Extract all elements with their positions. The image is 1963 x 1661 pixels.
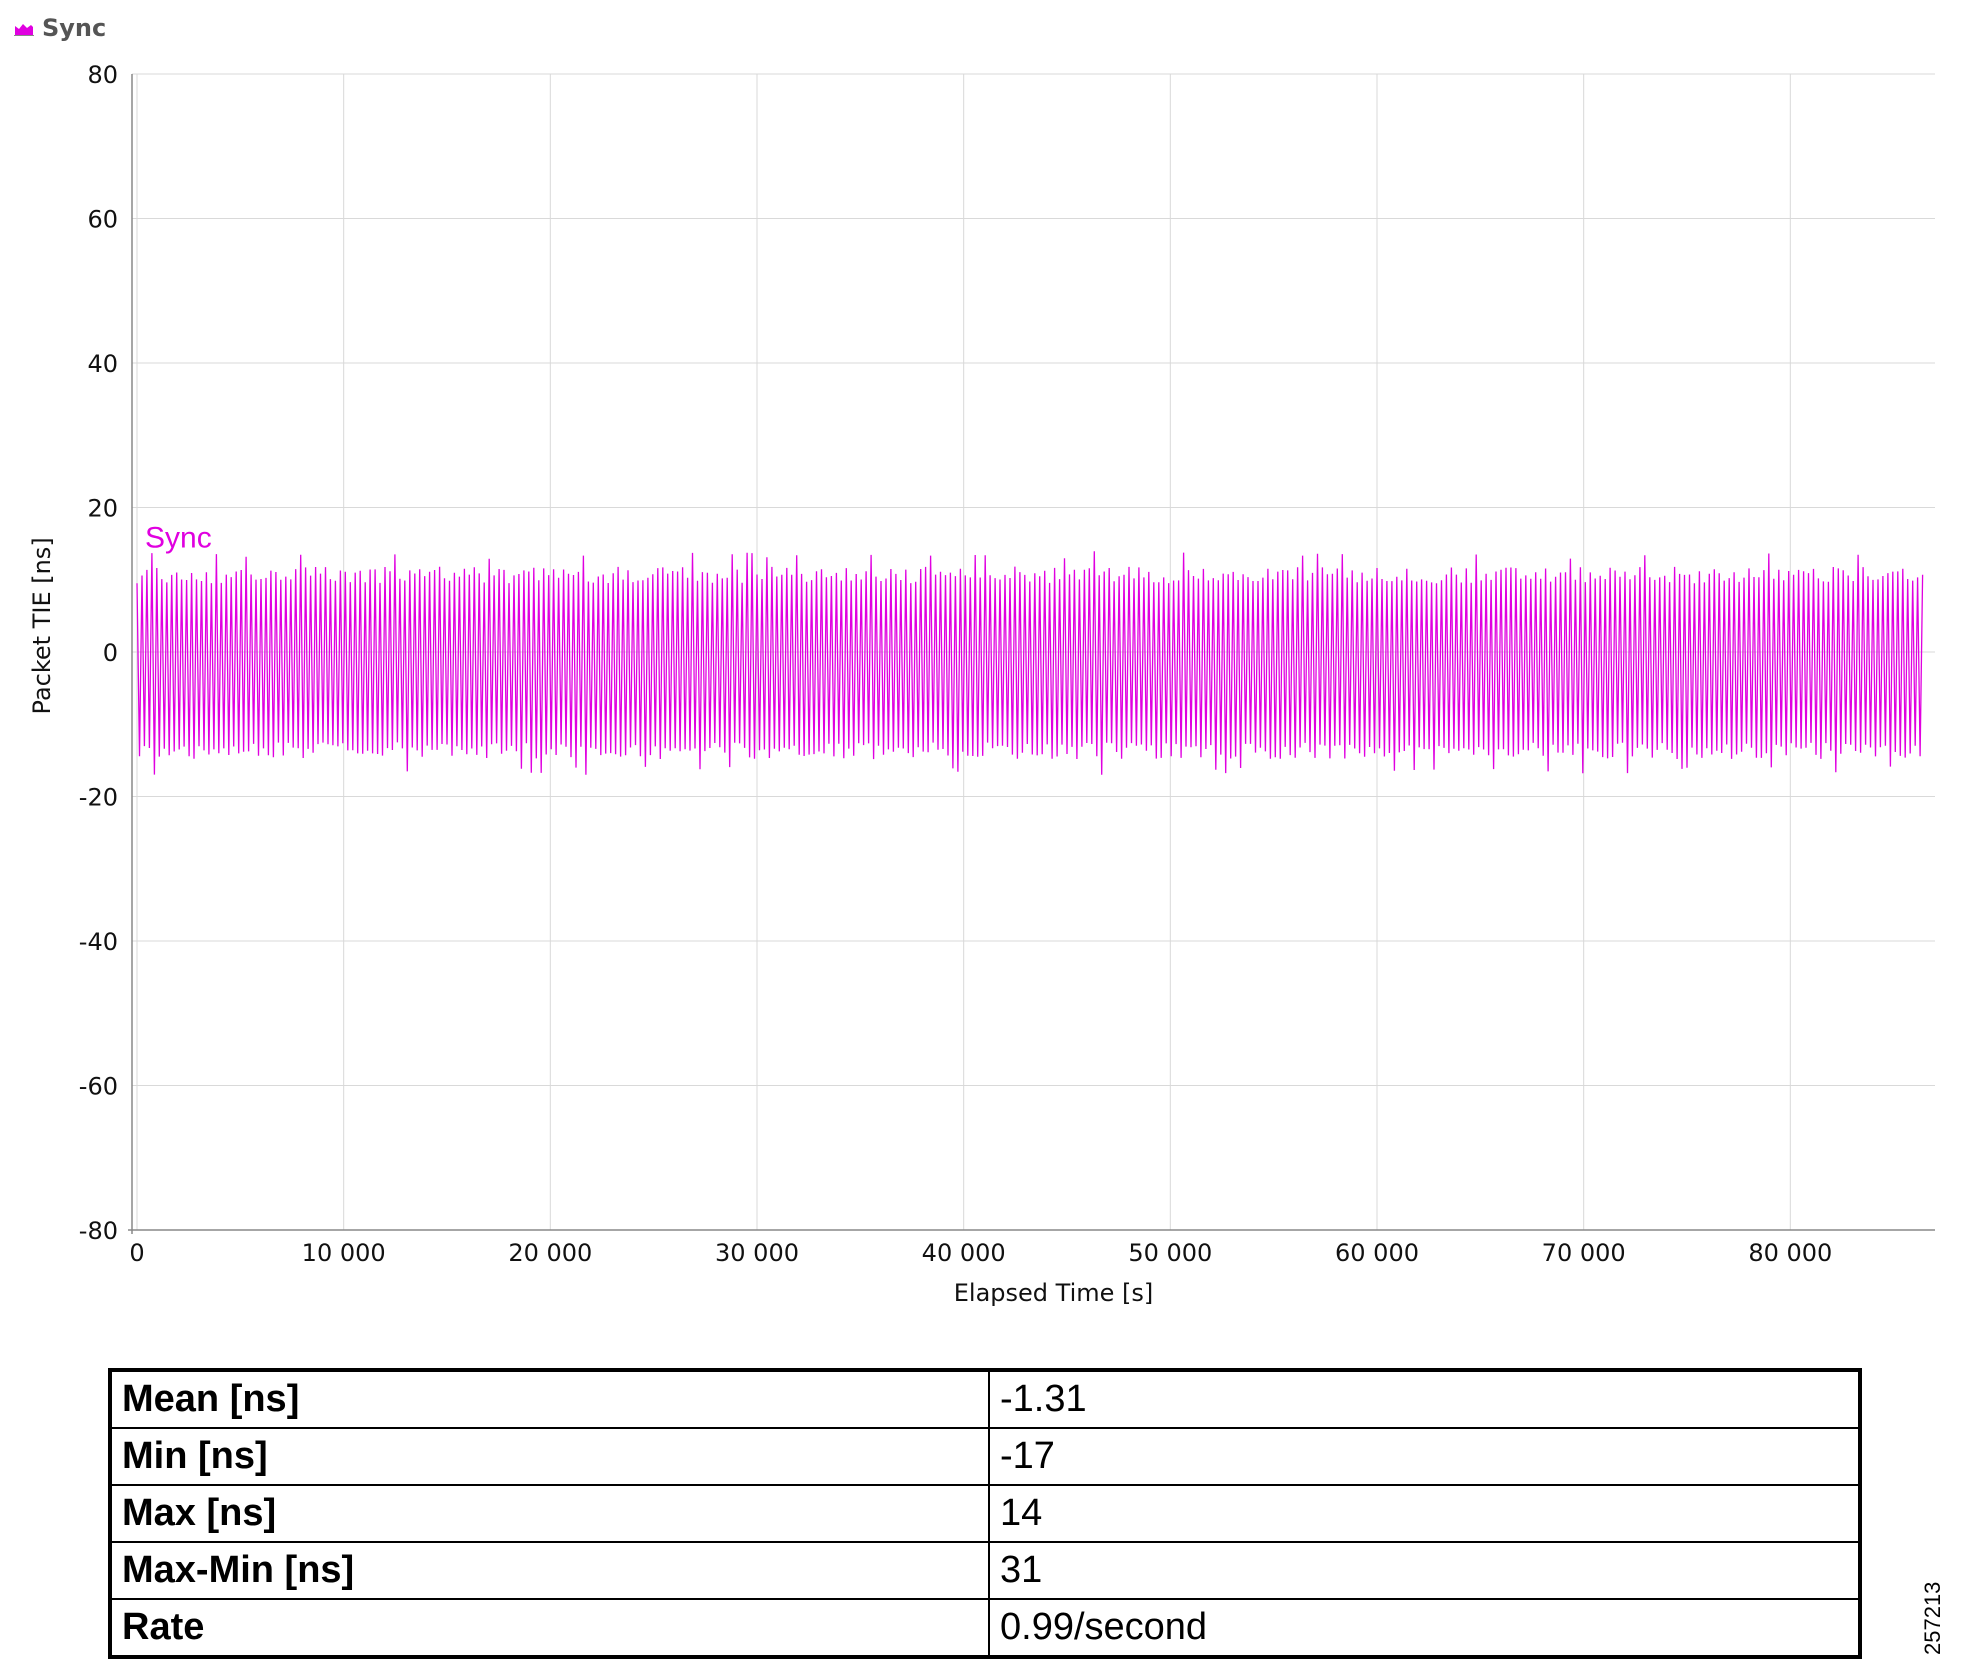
stat-label: Rate	[109, 1598, 990, 1658]
stat-label: Max-Min [ns]	[109, 1541, 990, 1600]
y-tick-label: -20	[79, 784, 118, 812]
x-tick-label: 20 000	[508, 1239, 592, 1267]
series-sync: Sync	[136, 522, 1924, 775]
x-tick-label: 50 000	[1128, 1239, 1212, 1267]
stat-value: -17	[988, 1427, 1861, 1486]
y-tick-label: -80	[79, 1217, 118, 1245]
area-chart-icon	[14, 24, 34, 36]
x-tick-label: 80 000	[1748, 1239, 1832, 1267]
stats-table: Mean [ns] -1.31 Min [ns] -17 Max [ns] 14 Max-M…	[108, 1368, 1862, 1659]
x-tick-label: 70 000	[1542, 1239, 1626, 1267]
series-line	[136, 551, 1924, 775]
chart-legend[interactable]: Sync	[14, 14, 106, 42]
stat-value: 0.99/second	[988, 1598, 1861, 1658]
x-tick-label: 30 000	[715, 1239, 799, 1267]
y-tick-label: 0	[103, 639, 118, 667]
legend-label: Sync	[42, 14, 107, 42]
y-tick-label: 80	[87, 61, 118, 89]
stat-label: Max [ns]	[109, 1484, 990, 1543]
y-tick-label: 20	[87, 495, 118, 523]
y-axis-label: Packet TIE [ns]	[28, 537, 56, 714]
stats-row: Mean [ns] -1.31	[109, 1369, 1861, 1429]
axes	[128, 74, 1935, 1234]
figure-id: 257213	[1920, 1581, 1945, 1655]
stats-row: Max-Min [ns] 31	[109, 1541, 1861, 1600]
axis-labels: 80 60 40 20 0 -20 -40 -60 -80 0 10 000 20 000 30 000…	[28, 61, 1832, 1307]
x-tick-label: 0	[129, 1239, 144, 1267]
x-tick-label: 60 000	[1335, 1239, 1419, 1267]
stat-label: Mean [ns]	[109, 1369, 990, 1429]
stat-value: -1.31	[988, 1369, 1861, 1429]
x-tick-label: 10 000	[302, 1239, 386, 1267]
series-name-label: Sync	[145, 522, 212, 555]
y-tick-label: 60	[87, 206, 118, 234]
tie-chart: Sync 80 60 40 20 0 -20 -40 -60 -80 0 10 000 20 000 3…	[28, 61, 1935, 1307]
y-tick-label: 40	[87, 350, 118, 378]
y-tick-label: -40	[79, 928, 118, 956]
stats-row: Max [ns] 14	[109, 1484, 1861, 1543]
stat-label: Min [ns]	[109, 1427, 990, 1486]
x-tick-label: 40 000	[922, 1239, 1006, 1267]
stat-value: 31	[988, 1541, 1861, 1600]
stats-row: Rate 0.99/second	[109, 1598, 1861, 1658]
y-tick-label: -60	[79, 1073, 118, 1101]
stat-value: 14	[988, 1484, 1861, 1543]
x-axis-label: Elapsed Time [s]	[954, 1279, 1154, 1307]
stats-row: Min [ns] -17	[109, 1427, 1861, 1486]
